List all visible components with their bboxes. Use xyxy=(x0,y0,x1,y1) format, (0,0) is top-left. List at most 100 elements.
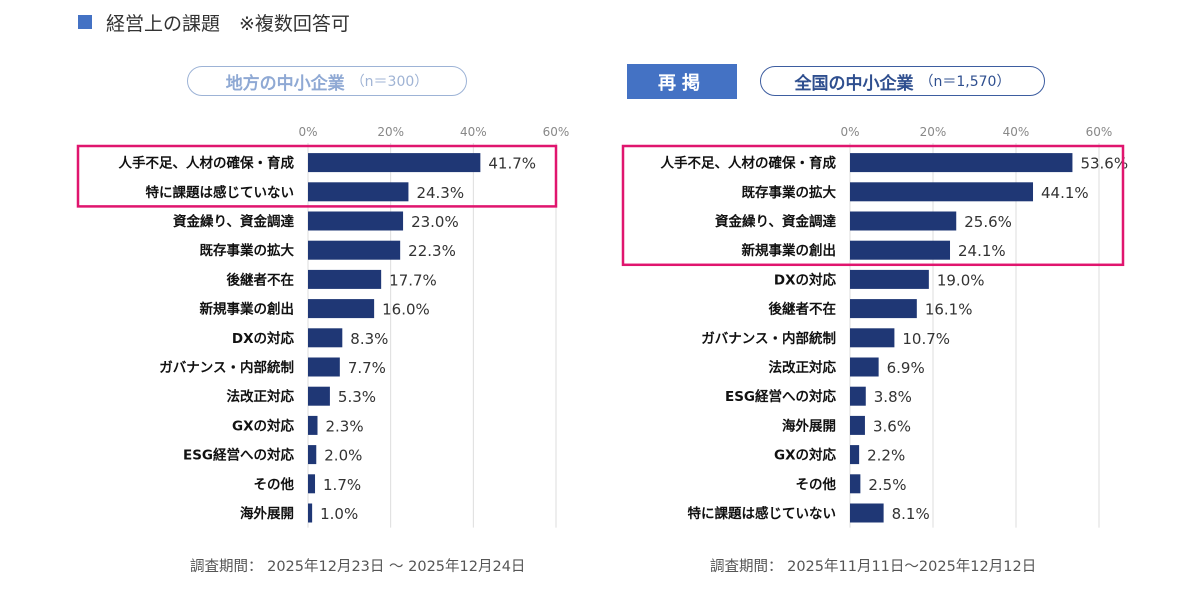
left-chart-title-pill: 地方の中小企業 （n＝300） xyxy=(187,66,467,96)
right-survey-period: 調査期間： 2025年11月11日～2025年12月12日 xyxy=(710,559,1037,575)
value-label: 24.1% xyxy=(958,242,1006,260)
left-chart-title: 地方の中小企業 xyxy=(225,73,345,94)
bar xyxy=(308,269,382,289)
bar xyxy=(850,153,1073,173)
bar xyxy=(850,240,951,260)
blue-square-icon xyxy=(78,15,92,29)
value-label: 6.9% xyxy=(887,359,925,377)
category-label: DXの対応 xyxy=(774,271,837,288)
value-label: 16.0% xyxy=(382,301,430,319)
category-label: 新規事業の創出 xyxy=(200,301,295,318)
category-label: 後継者不在 xyxy=(769,301,837,318)
value-label: 53.6% xyxy=(1080,155,1128,173)
bar xyxy=(850,299,917,319)
value-label: 16.1% xyxy=(925,301,973,319)
x-tick-label: 40% xyxy=(1003,125,1030,139)
bar xyxy=(850,386,866,406)
value-label: 2.2% xyxy=(867,447,905,465)
category-label: 資金繰り、資金調達 xyxy=(173,213,294,230)
value-label: 25.6% xyxy=(964,213,1012,231)
bar xyxy=(850,445,860,465)
section-title: 経営上の課題 ※複数回答可 xyxy=(106,12,350,35)
value-label: 22.3% xyxy=(408,242,456,260)
repost-badge: 再掲 xyxy=(627,64,737,99)
bar xyxy=(308,503,313,523)
category-label: 特に課題は感じていない xyxy=(146,184,295,201)
x-tick-label: 60% xyxy=(1086,125,1113,139)
value-label: 44.1% xyxy=(1041,184,1089,202)
value-label: 10.7% xyxy=(902,330,950,348)
category-label: 人手不足、人材の確保・育成 xyxy=(119,155,295,172)
x-tick-label: 0% xyxy=(840,125,859,139)
category-label: ESG経営への対応 xyxy=(725,388,837,405)
category-label: ESG経営への対応 xyxy=(183,447,295,464)
x-tick-label: 20% xyxy=(377,125,404,139)
x-tick-label: 60% xyxy=(543,125,570,139)
bar xyxy=(850,415,865,435)
category-label: 後継者不在 xyxy=(227,271,295,288)
category-label: 海外展開 xyxy=(240,505,294,522)
left-chart-sample-size: （n＝300） xyxy=(350,74,429,90)
bar xyxy=(308,415,318,435)
bar xyxy=(850,503,884,523)
value-label: 2.3% xyxy=(326,417,364,435)
category-label: ガバナンス・内部統制 xyxy=(159,359,294,376)
bar xyxy=(308,357,340,377)
right-chart-title: 全国の中小企業 xyxy=(794,73,914,94)
category-label: その他 xyxy=(796,476,837,493)
value-label: 1.7% xyxy=(323,476,361,494)
x-tick-label: 40% xyxy=(460,125,487,139)
value-label: 23.0% xyxy=(411,213,459,231)
value-label: 3.8% xyxy=(874,388,912,406)
value-label: 41.7% xyxy=(488,155,536,173)
bar xyxy=(308,153,481,173)
category-label: GXの対応 xyxy=(232,417,294,434)
category-label: 資金繰り、資金調達 xyxy=(715,213,836,230)
value-label: 2.0% xyxy=(324,447,362,465)
left-survey-period: 調査期間： 2025年12月23日 ～ 2025年12月24日 xyxy=(190,559,526,575)
right-chart-title-pill: 全国の中小企業 （n＝1,570） xyxy=(760,66,1045,96)
bar xyxy=(308,182,409,202)
x-tick-label: 0% xyxy=(298,125,317,139)
category-label: 特に課題は感じていない xyxy=(688,505,837,522)
category-label: 法改正対応 xyxy=(769,359,837,376)
value-label: 17.7% xyxy=(389,271,437,289)
bar xyxy=(308,386,330,406)
highlight-box xyxy=(76,144,558,208)
bar xyxy=(850,211,957,231)
bar xyxy=(308,474,316,494)
category-label: 海外展開 xyxy=(782,417,836,434)
category-label: 既存事業の拡大 xyxy=(200,242,295,259)
bar xyxy=(850,269,929,289)
highlight-box xyxy=(621,144,1125,267)
value-label: 24.3% xyxy=(416,184,464,202)
bar xyxy=(308,299,375,319)
value-label: 2.5% xyxy=(868,476,906,494)
bar xyxy=(850,182,1034,202)
category-label: 新規事業の創出 xyxy=(742,242,837,259)
section-header: 経営上の課題 ※複数回答可 xyxy=(78,10,350,35)
bar xyxy=(850,357,879,377)
bar xyxy=(850,328,895,348)
category-label: DXの対応 xyxy=(232,330,295,347)
value-label: 8.3% xyxy=(350,330,388,348)
category-label: 法改正対応 xyxy=(227,388,295,405)
right-chart-sample-size: （n＝1,570） xyxy=(919,74,1011,90)
value-label: 8.1% xyxy=(892,505,930,523)
value-label: 19.0% xyxy=(937,271,985,289)
value-label: 5.3% xyxy=(338,388,376,406)
value-label: 7.7% xyxy=(348,359,386,377)
bar xyxy=(308,445,317,465)
bar xyxy=(308,211,404,231)
value-label: 1.0% xyxy=(320,505,358,523)
bar xyxy=(308,240,401,260)
value-label: 3.6% xyxy=(873,417,911,435)
category-label: 既存事業の拡大 xyxy=(742,184,837,201)
category-label: ガバナンス・内部統制 xyxy=(701,330,836,347)
category-label: GXの対応 xyxy=(774,447,836,464)
category-label: その他 xyxy=(254,476,295,493)
bar xyxy=(850,474,861,494)
category-label: 人手不足、人材の確保・育成 xyxy=(661,155,837,172)
x-tick-label: 20% xyxy=(920,125,947,139)
